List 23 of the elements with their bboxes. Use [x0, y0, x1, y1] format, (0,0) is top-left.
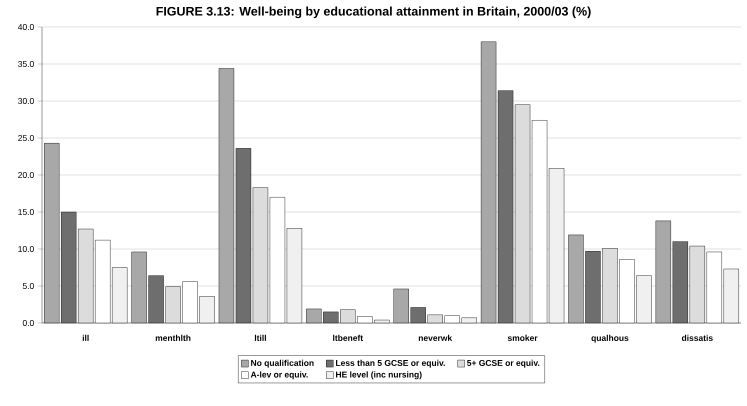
legend-label: HE level (inc nursing) [336, 371, 422, 380]
y-tick-label: 25.0 [18, 135, 34, 141]
x-tick-label: smoker [508, 334, 538, 341]
y-tick-label: 10.0 [18, 246, 34, 252]
y-tick-label: 35.0 [18, 61, 34, 67]
x-tick-label: ltill [254, 334, 266, 341]
legend-label: No qualification [251, 360, 314, 368]
x-tick-label: menthlth [156, 334, 190, 341]
y-tick-label: 15.0 [18, 209, 34, 215]
chart-title: FIGURE 3.13: Well-being by educational attainment in Britain, 2000/03 (%) [156, 6, 591, 18]
y-tick-label: 0.0 [22, 320, 34, 326]
y-tick-label: 20.0 [18, 172, 34, 178]
legend-label: A-lev or equiv. [250, 371, 308, 380]
x-tick-label: neverwk [418, 334, 452, 341]
y-tick-label: 5.0 [22, 283, 34, 289]
x-tick-label: ill [82, 334, 89, 341]
x-tick-label: qualhous [591, 334, 628, 343]
legend-label: 5+ GCSE or equiv. [467, 360, 540, 368]
x-tick-label: ltbeneft [333, 334, 363, 341]
legend-label: Less than 5 GCSE or equiv. [336, 360, 445, 368]
y-tick-label: 40.0 [18, 24, 34, 30]
y-tick-label: 30.0 [18, 98, 34, 104]
x-tick-label: dissatis [682, 334, 713, 341]
